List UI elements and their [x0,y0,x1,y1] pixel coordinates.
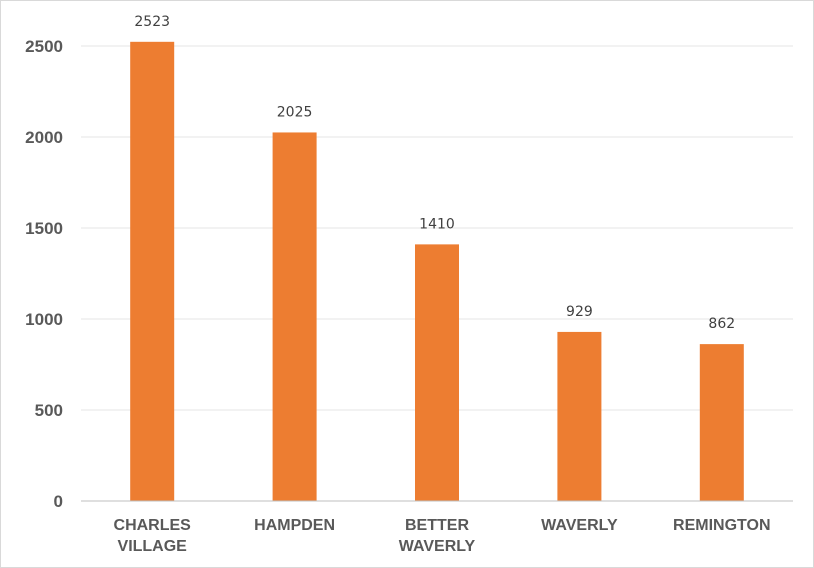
x-axis-ticks: CHARLES VILLAGE HAMPDEN BETTER WAVERLY WAVERL… [114,517,771,555]
y-tick-label: 500 [35,401,63,420]
x-tick-label: BETTER WAVERLY [399,517,476,555]
bar [699,344,744,501]
bar [415,244,459,501]
y-tick-label: 1500 [25,219,63,238]
x-tick-label: HAMPDEN [254,517,335,534]
y-tick-label: 1000 [25,310,63,329]
bar [557,331,602,501]
bar [130,41,175,502]
data-label: 2025 [277,104,313,120]
bar [272,132,317,501]
x-tick-label: WAVERLY [541,517,618,534]
data-label: 2523 [134,14,170,30]
data-label: 929 [566,304,593,320]
y-tick-label: 0 [54,492,63,511]
data-label: 862 [708,316,735,332]
gridlines [81,45,793,411]
y-tick-label: 2000 [25,128,63,147]
bars [130,41,744,502]
x-tick-label: REMINGTON [673,517,770,534]
data-labels: 2523 2025 1410 929 862 [134,14,735,332]
x-tick-label: CHARLES VILLAGE [114,517,192,555]
data-label: 1410 [419,216,455,232]
y-tick-label: 2500 [25,37,63,56]
y-axis-ticks: 0 500 1000 1500 2000 2500 [25,37,63,511]
